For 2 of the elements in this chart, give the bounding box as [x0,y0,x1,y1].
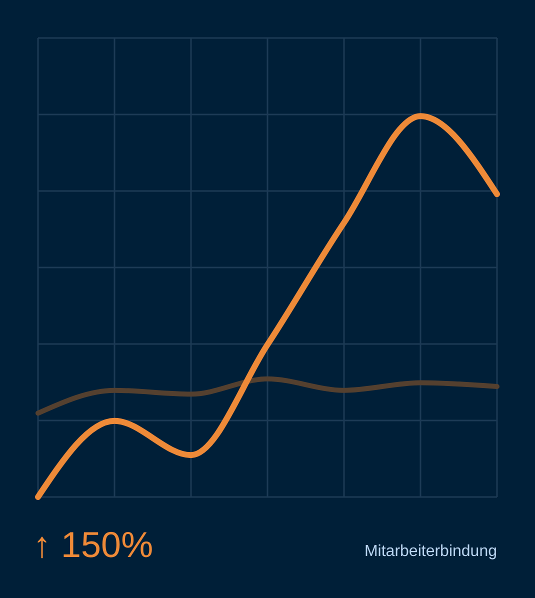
text: ↑ 150% [33,524,154,565]
text: Mitarbeiterbindung [364,543,497,560]
